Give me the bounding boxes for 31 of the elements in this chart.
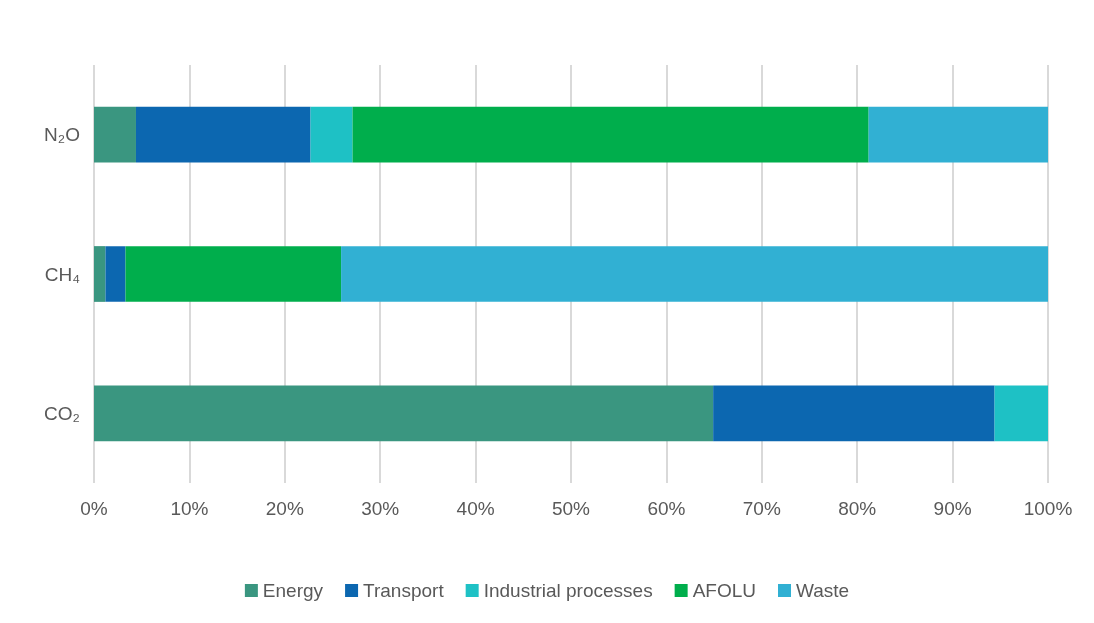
bar <box>868 106 1048 163</box>
legend-label: AFOLU <box>692 580 756 601</box>
bar <box>341 246 1048 302</box>
x-tick-label: 40% <box>456 498 495 519</box>
x-tick-label: 100% <box>1023 498 1073 519</box>
legend-label: Energy <box>262 580 324 601</box>
x-tick-label: 30% <box>361 498 400 519</box>
bar <box>105 246 126 302</box>
bar <box>352 106 869 163</box>
x-tick-label: 20% <box>265 498 304 519</box>
x-tick-label: 70% <box>742 498 781 519</box>
bar <box>994 385 1048 442</box>
bar <box>94 246 106 302</box>
bar <box>310 106 353 163</box>
legend-label: Transport <box>363 580 445 601</box>
bar <box>135 106 311 163</box>
y-tick-label: N₂O <box>44 124 80 146</box>
x-tick-label: 80% <box>838 498 877 519</box>
x-tick-label: 60% <box>647 498 686 519</box>
legend-label: Industrial processes <box>483 580 653 601</box>
bar <box>125 246 342 302</box>
bar <box>94 106 136 163</box>
bar <box>94 385 714 442</box>
y-tick-label: CO₂ <box>44 402 80 424</box>
x-tick-label: 50% <box>551 498 591 519</box>
legend-label: Waste <box>795 580 850 601</box>
bar <box>713 385 995 442</box>
x-tick-label: 90% <box>933 498 972 519</box>
x-tick-label: 10% <box>170 498 209 519</box>
y-tick-label: CH₄ <box>44 263 81 285</box>
x-tick-label: 0% <box>80 498 108 519</box>
